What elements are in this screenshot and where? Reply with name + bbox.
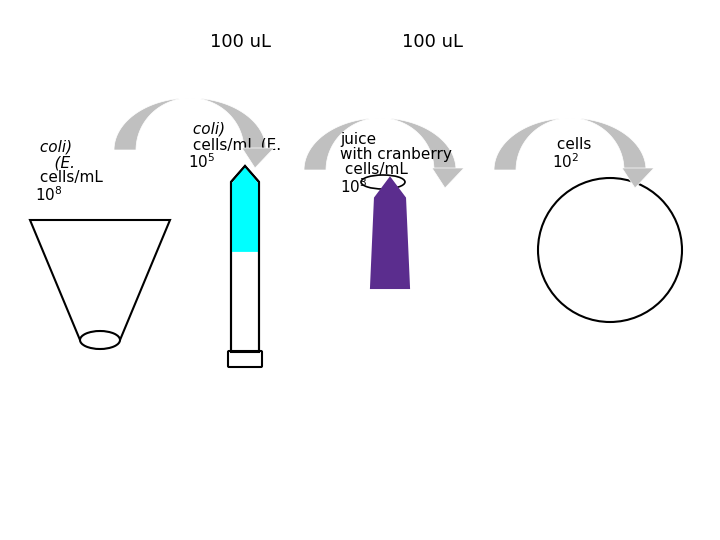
Text: $10^8$: $10^8$ [35, 185, 63, 204]
Text: coli): coli) [35, 140, 72, 155]
Text: juice: juice [340, 132, 376, 147]
FancyBboxPatch shape [228, 351, 262, 367]
Ellipse shape [80, 331, 120, 349]
Text: cells/mL: cells/mL [340, 162, 408, 177]
Text: coli): coli) [188, 122, 225, 137]
Text: $10^3$: $10^3$ [340, 177, 367, 195]
Text: 100 uL: 100 uL [210, 33, 271, 51]
Polygon shape [494, 118, 646, 170]
Polygon shape [432, 168, 464, 188]
Ellipse shape [361, 175, 405, 189]
Polygon shape [232, 167, 258, 252]
Text: (E.: (E. [35, 155, 75, 170]
Circle shape [538, 178, 682, 322]
Text: $10^5$: $10^5$ [188, 152, 215, 171]
Polygon shape [304, 118, 456, 170]
Text: with cranberry: with cranberry [340, 147, 452, 162]
Polygon shape [114, 98, 266, 150]
Polygon shape [30, 220, 170, 340]
Text: cells/mL: cells/mL [35, 170, 103, 185]
Polygon shape [231, 166, 259, 352]
Polygon shape [242, 148, 274, 168]
Polygon shape [622, 168, 654, 188]
Polygon shape [371, 178, 409, 288]
Text: $10^2$: $10^2$ [552, 152, 579, 171]
Text: cells: cells [552, 137, 591, 152]
Text: cells/mL (E.: cells/mL (E. [188, 137, 281, 152]
Text: 100 uL: 100 uL [402, 33, 462, 51]
